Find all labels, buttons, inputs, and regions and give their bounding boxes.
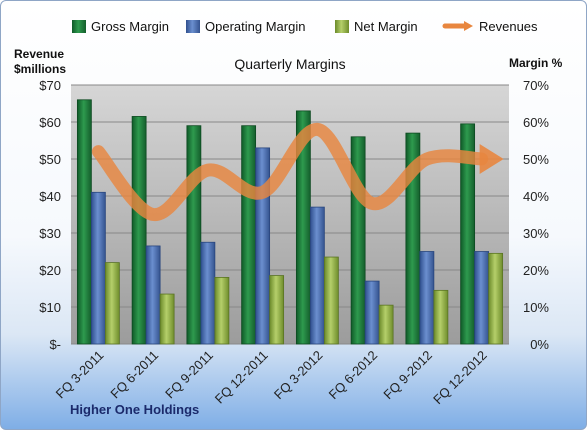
right-tick-label: 30% — [523, 226, 549, 241]
bar-gross-margin — [186, 125, 202, 345]
bar-net-margin — [378, 304, 394, 345]
right-tick-label: 0% — [530, 337, 549, 352]
right-tick-label: 10% — [523, 300, 549, 315]
right-tick-label: 20% — [523, 263, 549, 278]
bar-net-margin — [159, 293, 175, 345]
bar-net-margin — [323, 256, 339, 345]
left-axis-title-line-2: $millions — [14, 62, 66, 76]
bar-net-margin — [104, 262, 120, 345]
bar-gross-margin — [76, 99, 92, 345]
legend-swatch-operating-margin — [186, 20, 200, 33]
bar-operating-margin — [419, 251, 435, 345]
left-tick-label: $50 — [39, 152, 61, 167]
right-tick-label: 70% — [523, 78, 549, 93]
revenue-point — [316, 128, 318, 130]
bar-operating-margin — [90, 191, 106, 345]
right-axis-title: Margin % — [509, 56, 563, 70]
legend-label-net-margin: Net Margin — [354, 19, 418, 34]
revenue-point — [481, 158, 483, 160]
legend-swatch-gross-margin — [72, 20, 86, 33]
bar-operating-margin — [200, 241, 216, 345]
category-label: FQ 12-2012 — [430, 348, 490, 408]
legend-arrowhead-revenues — [464, 21, 473, 31]
category-label: FQ 6-2012 — [326, 348, 381, 403]
category-label: FQ 9-2011 — [162, 348, 216, 402]
left-tick-label: $30 — [39, 226, 61, 241]
legend-swatch-net-margin — [335, 20, 349, 33]
revenue-point — [97, 151, 99, 153]
revenue-point — [152, 214, 154, 216]
legend-label-gross-margin: Gross Margin — [91, 19, 169, 34]
bar-gross-margin — [241, 125, 257, 345]
revenue-point — [371, 202, 373, 204]
revenue-point — [426, 158, 428, 160]
category-label: FQ 9-2012 — [380, 348, 435, 403]
right-tick-label: 50% — [523, 152, 549, 167]
revenue-line-arrowhead — [479, 144, 504, 174]
category-label: FQ 3-2012 — [271, 348, 326, 403]
legend: Gross Margin Operating Margin Net Margin… — [72, 19, 538, 34]
bar-net-margin — [433, 289, 449, 345]
bar-operating-margin — [309, 206, 325, 345]
left-tick-label: $20 — [39, 263, 61, 278]
axis-ticks: $- 0% $10 10% $20 20% $30 30% $40 40% $50 50% $60 60%… — [39, 78, 549, 352]
legend-label-revenues: Revenues — [479, 19, 538, 34]
category-label: FQ 3-2011 — [53, 348, 107, 402]
footer-company-name: Higher One Holdings — [70, 402, 199, 417]
left-tick-label: $40 — [39, 189, 61, 204]
bar-net-margin — [488, 252, 504, 345]
revenue-line — [91, 122, 504, 221]
right-tick-label: 60% — [523, 115, 549, 130]
bar-operating-margin — [364, 280, 380, 345]
left-tick-label: $70 — [39, 78, 61, 93]
left-tick-label: $- — [49, 337, 61, 352]
bar-operating-margin — [255, 147, 271, 345]
revenue-point — [207, 169, 209, 171]
revenue-point — [262, 191, 264, 193]
left-tick-label: $10 — [39, 300, 61, 315]
revenue-line-path — [91, 122, 489, 221]
left-tick-label: $60 — [39, 115, 61, 130]
bar-gross-margin — [131, 116, 147, 345]
bar-net-margin — [269, 275, 285, 345]
bar-operating-margin — [474, 251, 490, 345]
right-tick-label: 40% — [523, 189, 549, 204]
bar-net-margin — [214, 276, 230, 345]
bar-operating-margin — [145, 245, 161, 345]
bar-gross-margin — [405, 132, 421, 345]
category-label: FQ 6-2011 — [107, 348, 161, 402]
chart-title: Quarterly Margins — [234, 56, 345, 72]
bar-gross-margin — [460, 123, 476, 345]
legend-label-operating-margin: Operating Margin — [205, 19, 305, 34]
left-axis-title-line-1: Revenue — [14, 47, 64, 61]
category-label: FQ 12-2011 — [212, 348, 271, 407]
